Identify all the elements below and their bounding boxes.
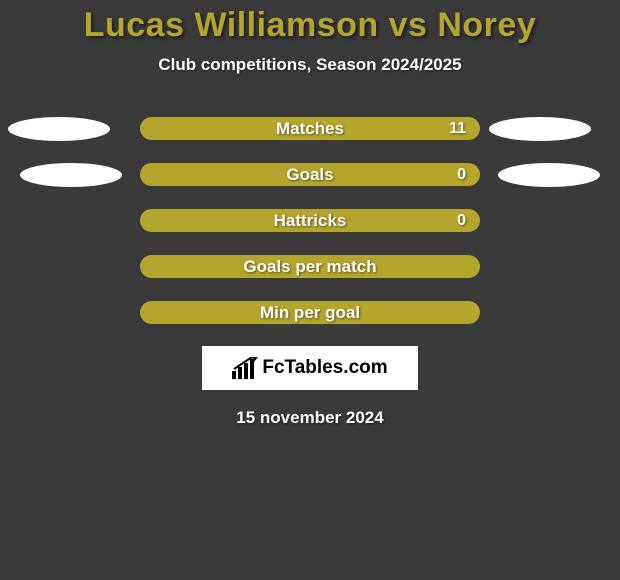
- page-title: Lucas Williamson vs Norey: [84, 6, 536, 45]
- side-ellipse: [489, 117, 591, 141]
- chart-row: Goals0: [0, 163, 620, 186]
- stat-bar: Min per goal: [140, 301, 480, 324]
- stat-bar: Matches11: [140, 117, 480, 140]
- subtitle: Club competitions, Season 2024/2025: [158, 55, 461, 75]
- stat-value: 0: [457, 166, 466, 184]
- chart-row: Matches11: [0, 117, 620, 140]
- stat-label: Hattricks: [140, 211, 480, 231]
- stat-label: Goals per match: [140, 257, 480, 277]
- stat-label: Matches: [140, 119, 480, 139]
- stat-bar: Goals0: [140, 163, 480, 186]
- brand-box: FcTables.com: [202, 346, 418, 390]
- side-ellipse: [20, 163, 122, 187]
- stat-bar: Goals per match: [140, 255, 480, 278]
- side-ellipse: [498, 163, 600, 187]
- stat-value: 0: [457, 212, 466, 230]
- stat-label: Goals: [140, 165, 480, 185]
- chart-rows: Matches11Goals0Hattricks0Goals per match…: [0, 117, 620, 324]
- brand-icon: [232, 357, 258, 379]
- brand-text: FcTables.com: [262, 357, 387, 379]
- stat-value: 11: [449, 120, 466, 138]
- chart-row: Goals per match: [0, 255, 620, 278]
- stat-label: Min per goal: [140, 303, 480, 323]
- side-ellipse: [8, 117, 110, 141]
- chart-row: Hattricks0: [0, 209, 620, 232]
- chart-row: Min per goal: [0, 301, 620, 324]
- date-text: 15 november 2024: [236, 408, 383, 428]
- stat-bar: Hattricks0: [140, 209, 480, 232]
- container: Lucas Williamson vs Norey Club competiti…: [0, 0, 620, 580]
